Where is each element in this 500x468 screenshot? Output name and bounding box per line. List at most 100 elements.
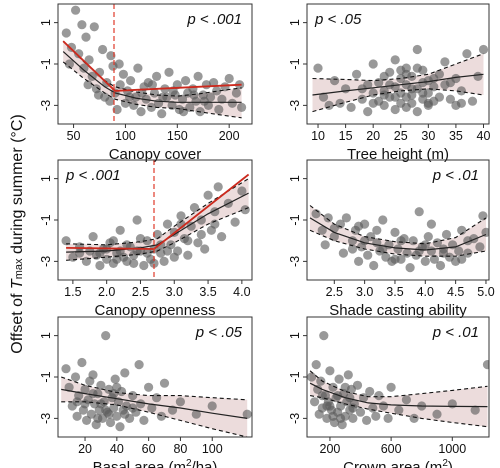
p-value-label: p < .01 (432, 324, 479, 341)
data-point (152, 393, 162, 403)
data-point (328, 411, 338, 421)
data-point (157, 109, 167, 119)
y-tick-label: -3 (288, 100, 302, 111)
panel-2: 10 15 20 25 30 35 40 -3 -1 1 Tree height (m) p < .0… (288, 3, 490, 163)
data-point (457, 225, 467, 235)
data-point (454, 246, 464, 256)
data-point (432, 238, 442, 248)
data-point (405, 263, 415, 273)
data-point (463, 248, 473, 258)
x-axis-label: Basal area (m2/ha) (93, 458, 218, 468)
y-axis-label-suffix: during summer (°C) (9, 114, 26, 258)
data-point (105, 417, 116, 428)
data-point (105, 96, 115, 106)
data-point (134, 360, 144, 370)
data-point (169, 252, 179, 262)
fit-line (66, 192, 249, 253)
x-axis-label-tail: /ha) (192, 459, 218, 468)
data-point (88, 370, 98, 380)
data-point (401, 92, 411, 102)
data-point (101, 405, 111, 415)
x-tick-label: 25 (394, 129, 408, 143)
data-point (176, 211, 186, 221)
y-tick-label: -1 (288, 58, 302, 69)
panel-4: 2.5 3.0 3.5 4.0 4.5 5.0 -3 -1 1 Shade casting abi… (288, 159, 495, 319)
data-point (98, 44, 108, 55)
data-point (133, 63, 143, 73)
x-tick-label: 1000 (438, 442, 466, 456)
data-point (115, 80, 125, 90)
plot-area (309, 205, 489, 273)
data-point (115, 422, 125, 432)
y-axis-label: Offset of Tmax during summer (°C) (9, 114, 26, 353)
data-point (348, 413, 358, 423)
data-point (128, 391, 138, 401)
data-point (137, 88, 147, 98)
y-axis-label-prefix: Offset of (9, 289, 26, 354)
x-axis-label: Shade casting ability (329, 302, 467, 319)
data-point (346, 102, 356, 112)
data-point (407, 98, 417, 108)
data-point (438, 248, 449, 258)
data-point (407, 84, 417, 94)
data-point (432, 409, 442, 419)
fit-line (61, 388, 248, 419)
x-tick-label: 3.0 (356, 285, 373, 299)
data-point (390, 55, 400, 65)
panel-1: 50 100 150 200 -3 -1 1 Canopy cover p < .001 (39, 3, 253, 163)
data-point (379, 90, 389, 100)
data-point (129, 100, 139, 110)
data-point (77, 357, 87, 368)
data-point (467, 96, 478, 106)
data-point (369, 260, 379, 271)
y-tick-label: -1 (288, 214, 302, 225)
p-value-label: p < .001 (65, 167, 121, 184)
x-tick-label: 30 (421, 129, 435, 143)
data-point (227, 98, 237, 108)
data-point (440, 57, 450, 67)
data-point (101, 331, 111, 341)
x-tick-label: 3.5 (199, 285, 216, 299)
y-tick-label: -3 (39, 100, 53, 111)
data-point (390, 92, 400, 102)
x-tick-label: 200 (219, 129, 240, 143)
data-point (310, 397, 320, 407)
data-point (475, 242, 485, 252)
data-point (328, 382, 338, 392)
data-point (457, 254, 467, 264)
x-tick-label: 80 (173, 442, 187, 456)
data-point (115, 225, 125, 235)
x-tick-label: 4.5 (447, 285, 464, 299)
data-point (423, 232, 433, 242)
data-point (456, 86, 466, 96)
x-tick-label: 3.0 (166, 285, 183, 299)
y-tick-label: -3 (288, 256, 302, 267)
data-point (482, 360, 489, 370)
data-point (72, 411, 82, 421)
x-tick-label: 20 (366, 129, 380, 143)
y-tick-label: 1 (288, 19, 302, 26)
data-point (224, 73, 234, 84)
data-point (177, 94, 188, 104)
data-point (193, 238, 203, 248)
data-point (152, 71, 162, 81)
x-tick-label: 2.0 (98, 285, 115, 299)
x-axis-label-tail: ) (448, 459, 453, 468)
data-point (324, 100, 334, 110)
data-point (385, 80, 395, 90)
data-point (316, 376, 326, 386)
data-point (334, 374, 344, 384)
y-tick-label: -3 (39, 256, 53, 267)
data-point (345, 393, 355, 403)
data-point (379, 100, 389, 110)
ci-upper-line (309, 205, 487, 245)
data-point (71, 5, 81, 15)
y-tick-label: -3 (39, 413, 53, 424)
data-point (159, 256, 169, 266)
segmented-line (62, 40, 242, 92)
y-tick-label: -1 (39, 58, 53, 69)
x-tick-label: 2.5 (326, 285, 343, 299)
x-tick-label: 3.5 (386, 285, 403, 299)
data-point (368, 98, 378, 108)
